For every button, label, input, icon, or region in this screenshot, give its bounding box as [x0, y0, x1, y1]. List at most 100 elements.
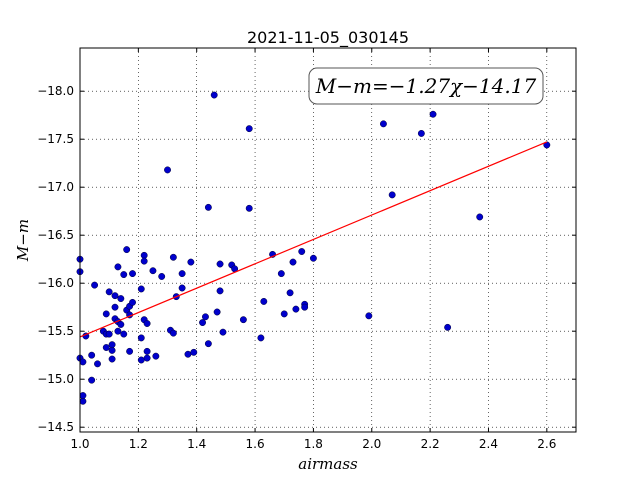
data-point [105, 330, 113, 338]
data-point [245, 125, 253, 133]
data-point [178, 284, 186, 292]
data-point [140, 251, 148, 259]
data-point [204, 203, 212, 211]
data-point [140, 257, 148, 265]
x-tick-label: 1.4 [187, 437, 206, 451]
data-point [123, 246, 131, 254]
data-point [379, 120, 387, 128]
data-point [204, 340, 212, 348]
data-point [143, 320, 151, 327]
formula-text: M−m=−1.27χ−14.17 [315, 74, 537, 98]
data-point [79, 397, 87, 405]
data-point [143, 347, 151, 355]
data-point [298, 248, 306, 255]
y-tick-label: −17.0 [37, 180, 74, 194]
data-point [260, 297, 268, 305]
x-tick-labels: 1.0 1.2 1.4 1.6 1.8 2.0 2.2 2.4 2.6 [70, 437, 556, 451]
data-point [239, 316, 247, 324]
formula-annotation: M−m=−1.27χ−14.17 [308, 67, 544, 105]
data-point [149, 267, 157, 275]
x-tick-label: 2.4 [479, 437, 498, 451]
data-point [178, 270, 186, 278]
x-tick-label: 2.6 [537, 437, 556, 451]
fit-line-group [79, 141, 548, 338]
data-point [190, 348, 198, 356]
data-point [169, 329, 177, 337]
data-point [309, 254, 317, 262]
data-point [88, 351, 96, 359]
data-point [91, 281, 99, 289]
data-point [245, 204, 253, 212]
data-point [164, 166, 171, 174]
y-tick-label: −17.5 [37, 132, 74, 146]
data-point [158, 273, 166, 280]
data-point [108, 341, 116, 349]
x-tick-label: 1.0 [70, 437, 89, 451]
y-tick-label: −15.0 [37, 372, 74, 386]
y-axis-label: M−m [14, 219, 32, 262]
data-point [289, 258, 297, 266]
data-point [210, 91, 218, 99]
data-point [108, 346, 116, 354]
data-point [219, 328, 227, 336]
plot-area [80, 48, 576, 432]
axis-ticks [79, 48, 576, 432]
data-point [543, 141, 551, 149]
data-point [286, 289, 294, 297]
data-point [257, 334, 265, 342]
data-point [444, 323, 452, 331]
data-point [187, 258, 195, 266]
data-point [388, 191, 396, 199]
data-point [202, 313, 209, 321]
data-point [301, 303, 309, 311]
data-point [117, 321, 125, 328]
data-point [476, 213, 484, 221]
y-tick-label: −15.5 [37, 324, 74, 338]
y-tick-label: −16.5 [37, 228, 74, 242]
x-tick-label: 2.2 [421, 437, 440, 451]
data-point [137, 334, 145, 342]
data-point [137, 285, 145, 293]
formula-box [308, 67, 544, 105]
data-point [152, 352, 160, 360]
x-axis-label: airmass [298, 455, 358, 473]
data-point [277, 270, 285, 278]
data-point [79, 392, 87, 399]
data-point [365, 312, 373, 320]
data-point [143, 354, 151, 362]
data-point [79, 358, 87, 366]
y-tick-labels: −14.5 −15.0 −15.5 −16.0 −16.5 −17.0 −17.5 −18.0 [37, 84, 74, 434]
data-point [216, 287, 224, 295]
y-tick-label: −14.5 [37, 420, 74, 434]
data-point [429, 110, 437, 118]
y-tick-label: −18.0 [37, 84, 74, 98]
x-tick-label: 1.6 [246, 437, 265, 451]
data-point [129, 270, 136, 278]
data-point [129, 298, 136, 306]
data-point [216, 260, 224, 268]
data-point [280, 310, 288, 318]
data-point [111, 303, 119, 311]
data-point [88, 376, 96, 384]
y-tick-label: −16.0 [37, 276, 74, 290]
chart-title: 2021-11-05_030145 [247, 28, 409, 48]
data-point [114, 327, 122, 335]
data-point [199, 319, 206, 327]
data-point [184, 350, 192, 358]
data-point [120, 271, 128, 279]
plot-frame [79, 47, 577, 433]
data-point [120, 330, 128, 338]
x-tick-label: 1.8 [304, 437, 323, 451]
data-point [114, 263, 122, 271]
data-point [94, 360, 101, 368]
data-point [117, 295, 125, 303]
data-point [137, 356, 145, 364]
data-point [417, 129, 425, 137]
data-point [213, 308, 221, 316]
x-tick-label: 1.2 [129, 437, 148, 451]
grid-lines [79, 48, 576, 432]
data-point [108, 355, 116, 363]
x-tick-label: 2.0 [362, 437, 381, 451]
data-point [292, 305, 300, 313]
